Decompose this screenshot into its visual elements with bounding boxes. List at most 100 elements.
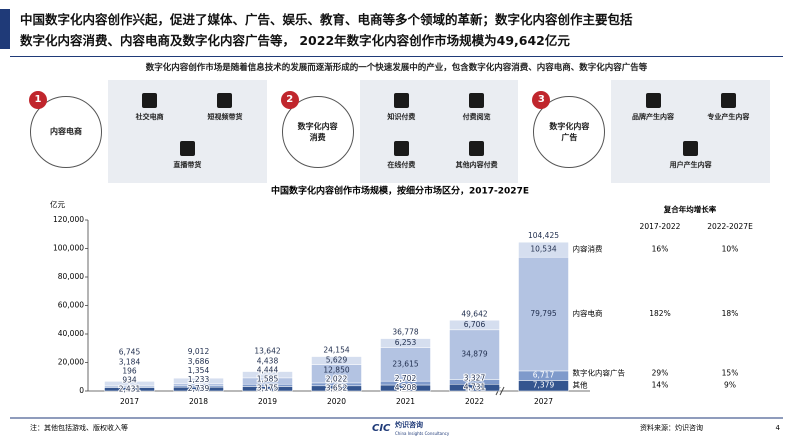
table-cell: 16%: [652, 245, 669, 254]
panel: 1 内容电商 社交电商 短视频带货 直播带货: [29, 80, 267, 183]
panel-circle: 3 数字化内容广告: [532, 90, 606, 168]
item-icon: [683, 140, 699, 156]
value-label: 4,438: [257, 357, 279, 366]
value-label: 79,795: [530, 309, 556, 318]
item-icon: [142, 93, 158, 109]
x-tick-label: 2021: [396, 397, 415, 406]
value-label: 3,184: [119, 357, 141, 366]
footer-source: 资料来源：灼识咨询: [640, 423, 703, 432]
value-label: 2,702: [395, 374, 417, 383]
panel-item: 社交电商: [116, 93, 184, 122]
item-label: 品牌产生内容: [632, 113, 674, 122]
header-bar: [0, 9, 10, 49]
panel-item: 知识付费: [367, 93, 435, 122]
table-header: 2022-2027E: [707, 222, 753, 231]
value-label: 6,253: [395, 338, 417, 347]
value-label: 3,652: [326, 383, 348, 392]
title-line: 中国数字化内容创作兴起，促进了媒体、广告、娱乐、教育、电商等多个领域的革新；数字…: [20, 12, 633, 27]
segments-panel: 1 内容电商 社交电商 短视频带货 直播带货 2 数字化内容消费 知识付费 付费阅览 在线付费 其他…: [29, 80, 771, 183]
title-line: 数字化内容消费、内容电商及数字化内容广告等， 2022年数字化内容创作市场规模为…: [20, 33, 570, 48]
item-label: 付费阅览: [462, 113, 491, 122]
value-label: 3,686: [188, 357, 210, 366]
total-label: 24,154: [323, 346, 349, 355]
item-icon: [217, 93, 233, 109]
y-tick-label: 80,000: [58, 272, 84, 281]
table-header: 2017-2022: [640, 222, 681, 231]
panel-box: 品牌产生内容 专业产生内容用户产生内容: [611, 80, 771, 183]
panel-box: 知识付费 付费阅览 在线付费 其他内容付费: [359, 80, 519, 183]
value-label: 4,731: [464, 383, 486, 392]
y-axis-label: 亿元: [50, 199, 65, 209]
item-icon: [393, 93, 409, 109]
total-label: 13,642: [254, 347, 280, 356]
value-label: 6,717: [533, 371, 555, 380]
value-label: 2,739: [188, 384, 210, 393]
panel-label: 内容电商: [50, 127, 82, 136]
item-icon: [393, 140, 409, 156]
panel-label: 数字化内容消费: [297, 121, 338, 142]
total-label: 9,012: [188, 347, 210, 356]
panel-number: 1: [29, 90, 47, 109]
table-title: 复合年均增长率: [663, 204, 717, 214]
slide-title: 中国数字化内容创作兴起，促进了媒体、广告、娱乐、教育、电商等多个领域的革新；数字…: [20, 9, 790, 51]
bar-segment: [173, 377, 224, 384]
bar-segment: [518, 241, 569, 258]
item-label: 其他内容付费: [455, 160, 498, 169]
item-icon: [179, 140, 195, 156]
bar-segment: [518, 256, 569, 372]
bar-segment: [380, 347, 431, 382]
value-label: 4,208: [395, 383, 417, 392]
panel-item: 用户产生内容: [657, 140, 725, 170]
bar-segment: [311, 356, 362, 365]
panel: 3 数字化内容广告 品牌产生内容 专业产生内容用户产生内容: [532, 80, 771, 183]
panel-circle: 2 数字化内容消费: [280, 90, 354, 168]
chart-title: 中国数字化内容创作市场规模，按细分市场区分，2017-2027E: [271, 185, 529, 197]
legend-label: 内容消费: [573, 244, 603, 254]
y-tick-label: 120,000: [53, 215, 84, 224]
x-tick-label: 2019: [258, 397, 277, 406]
legend-label: 内容电商: [573, 308, 603, 318]
panel-item: 专业产生内容: [694, 93, 762, 122]
y-tick-label: 100,000: [53, 244, 84, 253]
x-tick-label: 2018: [189, 397, 208, 406]
panel-item: 品牌产生内容: [619, 93, 687, 122]
value-label: 2,431: [119, 384, 141, 393]
panel-item: 短视频带货: [191, 93, 259, 122]
panel-box: 社交电商 短视频带货 直播带货: [108, 80, 267, 183]
logo-subtext: China Insights Consultancy: [395, 431, 450, 436]
value-label: 4,444: [257, 366, 279, 375]
value-label: 1,354: [188, 366, 210, 375]
bar-segment: [449, 329, 500, 380]
value-label: 10,534: [530, 245, 556, 254]
value-label: 12,850: [323, 365, 349, 374]
panel-item: 其他内容付费: [443, 140, 511, 170]
bar-segment: [104, 381, 155, 387]
y-tick-label: 40,000: [58, 329, 84, 338]
subtitle: 数字化内容创作市场是随着信息技术的发展而逐渐形成的一个快速发展中的产业，包含数字…: [145, 63, 648, 73]
value-label: 2,022: [326, 374, 348, 383]
panel-number: 2: [280, 90, 299, 109]
table-cell: 18%: [722, 309, 739, 318]
value-label: 1,233: [188, 375, 210, 384]
bar-segment: [242, 371, 293, 379]
panel-label: 数字化内容广告: [549, 121, 590, 142]
total-label: 104,425: [528, 231, 559, 240]
item-label: 专业产生内容: [707, 113, 750, 122]
total-label: 36,778: [392, 328, 418, 337]
legend-label: 其他: [573, 380, 588, 390]
table-cell: 15%: [722, 369, 739, 378]
value-label: 1,585: [257, 375, 279, 384]
total-label: 49,642: [461, 309, 487, 318]
x-tick-label: 2017: [120, 397, 139, 406]
value-label: 3,175: [257, 384, 279, 393]
table-cell: 182%: [649, 309, 670, 318]
y-tick-label: 0: [79, 386, 84, 395]
bar-segment: [449, 320, 500, 331]
y-tick-label: 20,000: [58, 358, 84, 367]
item-icon: [720, 93, 736, 109]
item-label: 短视频带货: [207, 113, 243, 122]
item-label: 用户产生内容: [669, 160, 712, 169]
separator: [10, 56, 783, 57]
